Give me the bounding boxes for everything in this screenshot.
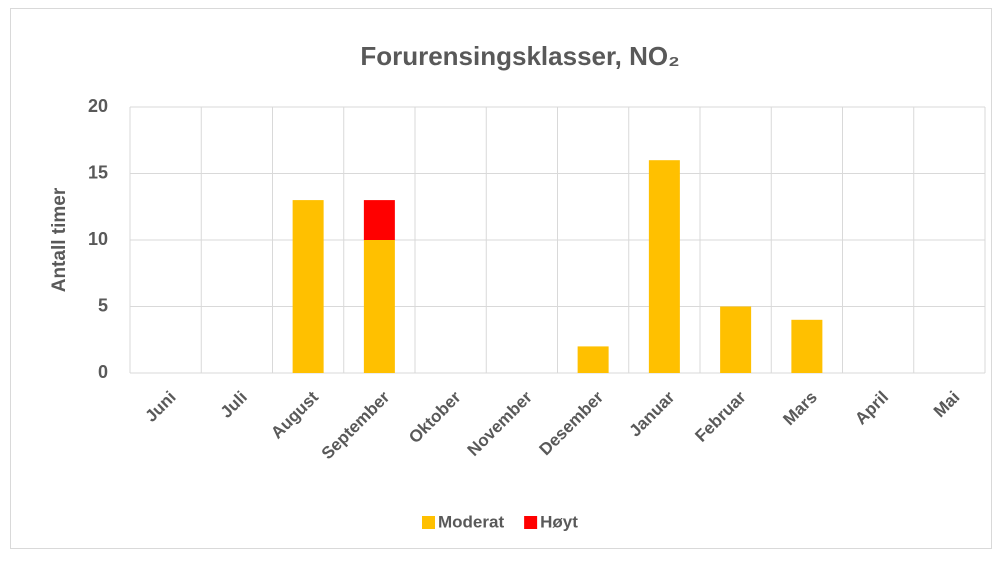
bar: [363, 240, 395, 373]
legend-label: Moderat: [438, 512, 504, 531]
y-tick-label: 15: [88, 162, 108, 182]
legend-label: Høyt: [540, 512, 578, 531]
bar: [720, 306, 752, 373]
y-tick-label: 10: [88, 229, 108, 249]
y-tick-label: 0: [98, 362, 108, 382]
chart-border: [10, 8, 992, 549]
bar: [363, 200, 395, 240]
legend-swatch: [524, 516, 538, 529]
y-tick-label: 20: [88, 96, 108, 116]
bar: [577, 346, 609, 373]
bar: [292, 200, 324, 373]
y-axis-label: Antall timer: [49, 187, 70, 292]
bar: [791, 319, 823, 373]
y-tick-label: 5: [98, 295, 108, 315]
bar: [648, 160, 680, 373]
legend-swatch: [422, 516, 435, 529]
chart-title: Forurensingsklasser, NO₂: [360, 41, 679, 71]
